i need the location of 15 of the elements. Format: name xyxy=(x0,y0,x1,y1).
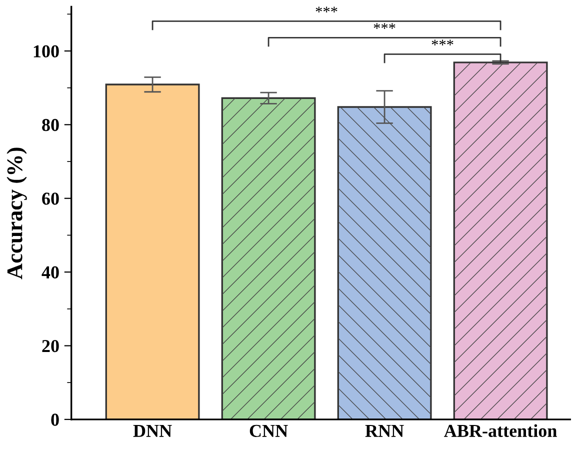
annotation: *** xyxy=(432,40,454,46)
x-tick-label: DNN xyxy=(133,424,172,437)
x-tick-label: CNN xyxy=(250,424,288,437)
annotation: *** xyxy=(316,6,338,12)
y-tick-label: 0 xyxy=(51,414,59,426)
y-tick-label: 80 xyxy=(42,118,59,132)
y-tick-label: 100 xyxy=(34,45,59,58)
bar xyxy=(105,84,200,420)
y-axis-title: Accuracy (%) xyxy=(6,148,27,280)
y-tick-label: 40 xyxy=(42,266,59,278)
y-tick-label: 60 xyxy=(42,192,59,205)
x-tick-label: ABR-attention xyxy=(444,424,557,437)
x-tick-label: RNN xyxy=(365,424,404,437)
annotation: *** xyxy=(374,23,396,29)
y-tick-label: 20 xyxy=(42,340,59,352)
